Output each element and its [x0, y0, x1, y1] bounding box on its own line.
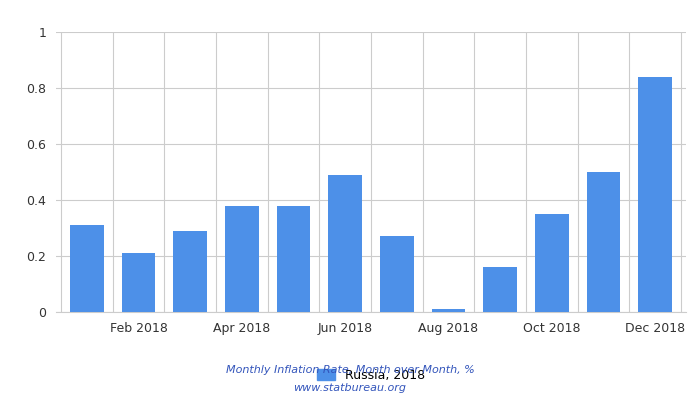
Bar — [225, 206, 259, 312]
Bar — [328, 175, 362, 312]
Bar — [380, 236, 414, 312]
Bar — [535, 214, 568, 312]
Bar — [587, 172, 620, 312]
Text: Monthly Inflation Rate, Month over Month, %: Monthly Inflation Rate, Month over Month… — [225, 365, 475, 375]
Bar — [70, 225, 104, 312]
Text: www.statbureau.org: www.statbureau.org — [293, 383, 407, 393]
Bar — [174, 231, 207, 312]
Legend: Russia, 2018: Russia, 2018 — [316, 369, 426, 382]
Bar — [432, 309, 466, 312]
Bar — [122, 253, 155, 312]
Bar — [638, 77, 672, 312]
Bar — [276, 206, 310, 312]
Bar — [483, 267, 517, 312]
